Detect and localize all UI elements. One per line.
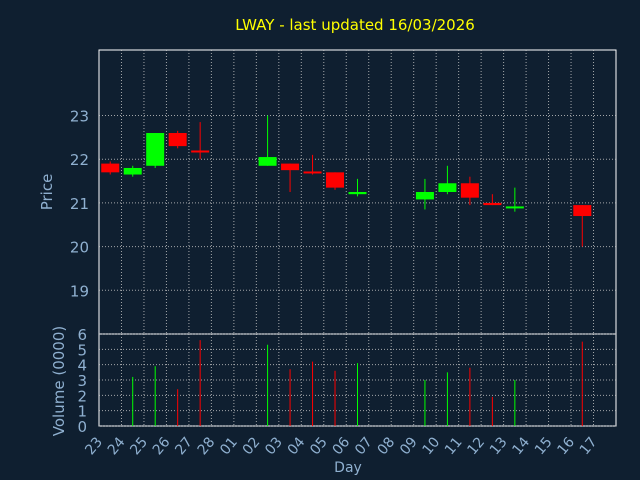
candle bbox=[191, 122, 210, 160]
candle-body bbox=[326, 172, 345, 188]
candle bbox=[460, 176, 479, 206]
candle-body bbox=[415, 192, 434, 200]
candle-body bbox=[438, 183, 457, 192]
candles bbox=[101, 115, 592, 247]
volume-tick-label: 6 bbox=[77, 326, 87, 344]
price-grid bbox=[99, 50, 616, 334]
candle-body bbox=[303, 171, 322, 174]
candle-body bbox=[101, 163, 120, 173]
price-axis-label: Price bbox=[38, 174, 56, 211]
candle-body bbox=[281, 163, 300, 171]
price-tick-label: 19 bbox=[70, 282, 89, 300]
candle bbox=[438, 165, 457, 195]
volume-tick-label: 5 bbox=[77, 341, 87, 359]
candle-body bbox=[348, 192, 367, 195]
volume-axis-label: Volume (0000) bbox=[50, 326, 68, 436]
candle bbox=[573, 205, 592, 247]
volume-tick-label: 3 bbox=[77, 372, 87, 390]
volume-tick-label: 4 bbox=[77, 357, 87, 375]
candle-body bbox=[258, 157, 277, 166]
candle-body bbox=[146, 133, 165, 166]
candle-body bbox=[191, 150, 210, 153]
chart-title: LWAY - last updated 16/03/2026 bbox=[235, 16, 475, 34]
candle bbox=[101, 161, 120, 175]
candle bbox=[415, 178, 434, 210]
candle-body bbox=[168, 133, 187, 147]
price-tick-label: 20 bbox=[70, 239, 89, 257]
candle bbox=[505, 187, 524, 212]
candle bbox=[168, 130, 187, 149]
candle bbox=[258, 115, 277, 166]
candle bbox=[303, 154, 322, 175]
candle-body bbox=[123, 167, 142, 175]
price-tick-label: 22 bbox=[70, 151, 89, 169]
price-panel: 19 20 21 22 23 Price bbox=[38, 49, 617, 335]
candle-body bbox=[460, 183, 479, 198]
price-tick-labels: 19 20 21 22 23 bbox=[70, 108, 89, 301]
candle-body bbox=[483, 202, 502, 206]
x-tick-labels: 2324252627280102030405060708091011121314… bbox=[82, 434, 600, 458]
x-axis-label: Day bbox=[334, 460, 362, 476]
volume-tick-label: 1 bbox=[77, 403, 87, 421]
candle-body bbox=[573, 205, 592, 217]
volume-tick-label: 2 bbox=[77, 387, 87, 405]
price-tick-label: 21 bbox=[70, 195, 89, 213]
price-tick-label: 23 bbox=[70, 108, 89, 126]
volume-bars bbox=[132, 340, 583, 426]
candle bbox=[146, 133, 165, 168]
candle bbox=[281, 163, 300, 192]
candle bbox=[326, 172, 345, 190]
candle bbox=[483, 194, 502, 206]
volume-tick-label: 0 bbox=[77, 418, 87, 436]
candle bbox=[348, 178, 367, 197]
candle-body bbox=[505, 206, 524, 209]
candle bbox=[123, 165, 142, 177]
